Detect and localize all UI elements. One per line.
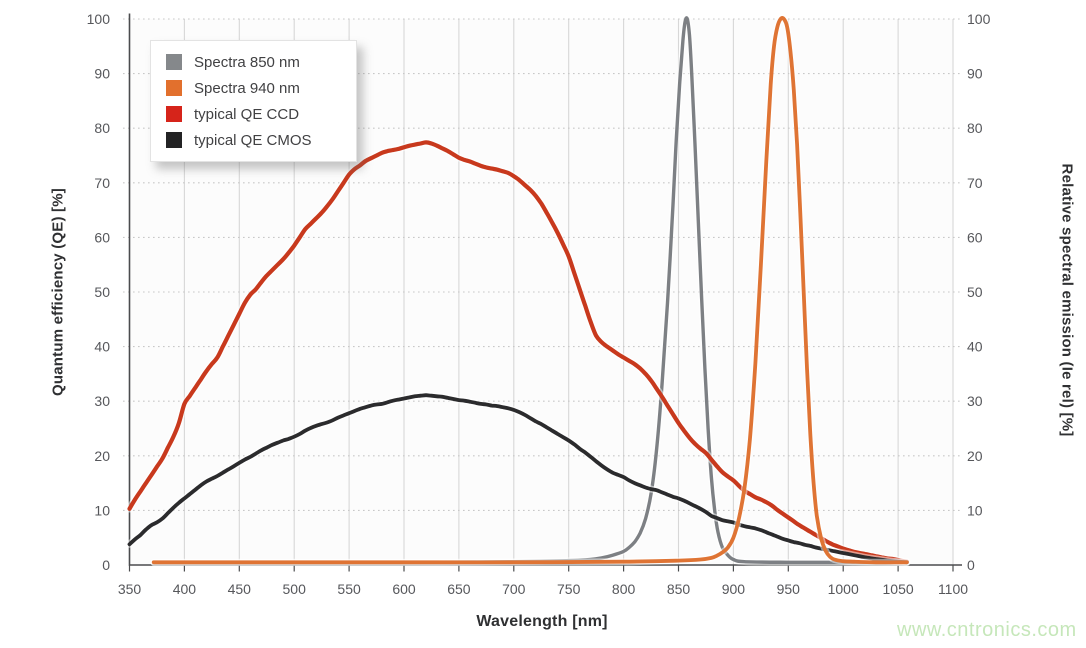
series-line-typical-qe-ccd	[127, 140, 909, 564]
y-tick-label-left: 20	[94, 448, 110, 464]
chart-legend: Spectra 850 nm Spectra 940 nm typical QE C…	[150, 40, 357, 162]
legend-item: typical QE CCD	[166, 106, 346, 123]
x-tick-label: 800	[612, 581, 636, 597]
legend-item-label: typical QE CMOS	[194, 131, 312, 149]
legend-color-swatch-icon	[166, 80, 182, 96]
x-tick-label: 700	[502, 581, 526, 597]
x-tick-label: 350	[118, 581, 142, 597]
legend-item-label: typical QE CCD	[194, 105, 300, 123]
y-tick-label-left: 50	[94, 284, 110, 300]
x-axis-label: Wavelength [nm]	[476, 613, 608, 630]
y-tick-label-left: 100	[87, 11, 111, 27]
y-tick-label-right: 30	[967, 393, 983, 409]
x-tick-label: 850	[667, 581, 691, 597]
y-tick-label-left: 90	[94, 66, 110, 82]
series-line-spectra-940-nm	[151, 16, 909, 565]
x-tick-label: 1100	[938, 581, 968, 597]
x-tick-label: 550	[337, 581, 361, 597]
y-tick-label-left: 40	[94, 339, 110, 355]
x-tick-label: 400	[173, 581, 197, 597]
y-tick-label-right: 10	[967, 502, 983, 518]
x-tick-label: 750	[557, 581, 581, 597]
y-tick-label-left: 0	[102, 557, 110, 573]
y-tick-label-right: 90	[967, 66, 983, 82]
legend-color-swatch-icon	[166, 54, 182, 70]
y-tick-label-right: 70	[967, 175, 983, 191]
legend-color-swatch-icon	[166, 132, 182, 148]
y-tick-label-left: 80	[94, 120, 110, 136]
x-tick-label: 900	[722, 581, 746, 597]
y-tick-label-left: 60	[94, 229, 110, 245]
y-tick-label-left: 70	[94, 175, 110, 191]
y-tick-label-left: 30	[94, 393, 110, 409]
series-line-spectra-850-nm	[152, 16, 909, 565]
x-tick-label: 950	[777, 581, 801, 597]
legend-item-label: Spectra 850 nm	[194, 53, 300, 71]
legend-item: Spectra 940 nm	[166, 80, 346, 97]
y-axis-label-left: Quantum efficiency (QE) [%]	[49, 188, 67, 396]
y-tick-label-right: 100	[967, 11, 991, 27]
legend-color-swatch-icon	[166, 106, 182, 122]
y-tick-label-right: 0	[967, 557, 975, 573]
x-tick-label: 500	[283, 581, 307, 597]
x-tick-label: 650	[447, 581, 471, 597]
y-tick-label-right: 20	[967, 448, 983, 464]
legend-item-label: Spectra 940 nm	[194, 79, 300, 97]
series-line-typical-qe-cmos	[127, 393, 909, 565]
y-tick-label-right: 40	[967, 339, 983, 355]
watermark-text: www.cntronics.com	[897, 619, 1077, 641]
y-tick-label-right: 50	[967, 284, 983, 300]
y-tick-label-right: 60	[967, 229, 983, 245]
x-tick-label: 450	[228, 581, 252, 597]
y-tick-label-left: 10	[94, 502, 110, 518]
legend-item: typical QE CMOS	[166, 132, 346, 149]
x-tick-label: 1000	[828, 581, 859, 597]
x-tick-label: 600	[392, 581, 416, 597]
y-axis-label-right: Relative spectral emission (Ie rel) [%]	[1058, 163, 1076, 437]
x-tick-label: 1050	[883, 581, 914, 597]
y-tick-label-right: 80	[967, 120, 983, 136]
legend-item: Spectra 850 nm	[166, 54, 346, 71]
